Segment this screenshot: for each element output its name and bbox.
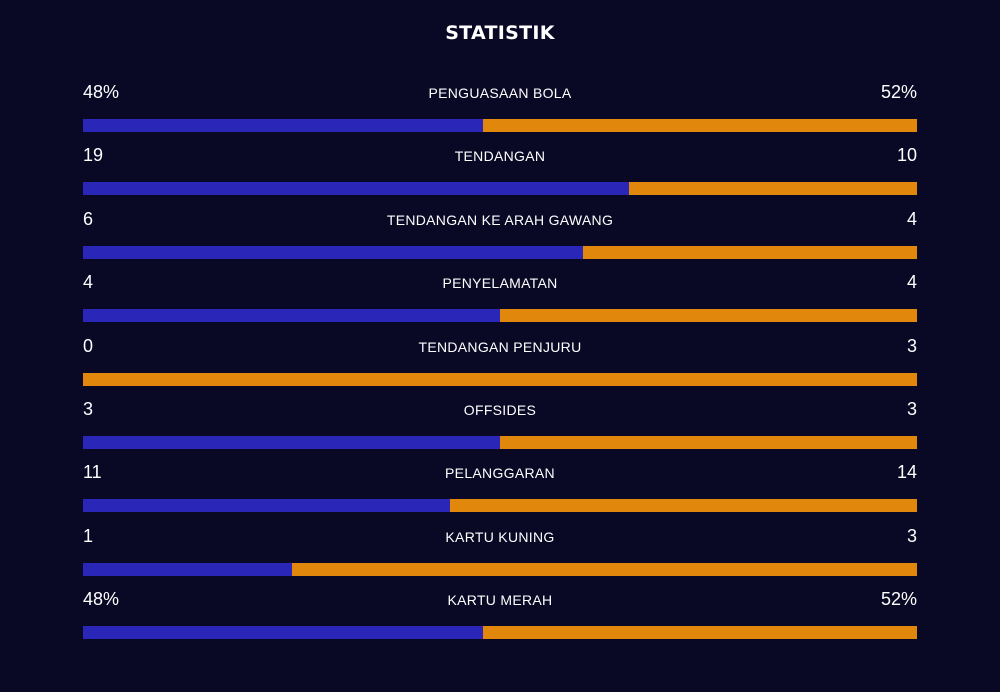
stat-bar-home [83,245,583,259]
page-title: STATISTIK [445,22,555,44]
stat-row-tendangan-ke-arah-gawang: 6 TENDANGAN KE ARAH GAWANG 4 [83,207,917,270]
stat-header: 3 OFFSIDES 3 [83,397,917,424]
stat-row-kartu-kuning: 1 KARTU KUNING 3 [83,524,917,587]
stat-home-value: 0 [83,335,94,356]
stat-label: TENDANGAN KE ARAH GAWANG [386,211,614,228]
stat-row-penyelamatan: 4 PENYELAMATAN 4 [83,270,917,333]
stat-bar-home [83,626,483,640]
stat-header: 4 PENYELAMATAN 4 [83,270,917,297]
stat-bar-away [83,372,917,386]
stat-home-value: 48% [83,82,120,102]
stats-list: 48% PENGUASAAN BOLA 52% 19 TENDANGAN 1 0 … [83,80,917,651]
stat-header: 1 KARTU KUNING 3 [83,524,917,551]
stat-away-value: 3 [906,525,917,546]
stat-row-penguasaan-bola: 48% PENGUASAAN BOLA 52% [83,80,917,143]
stat-row-offsides: 3 OFFSIDES 3 [83,397,917,460]
stat-bar-away [500,309,917,323]
stat-header: 19 TENDANGAN 10 [83,143,917,170]
stat-bar-home [83,499,450,513]
stat-bar-away [483,626,917,640]
stat-header: 0 TENDANGAN PENJURU 3 [83,334,917,361]
stat-bar-home [83,435,500,449]
stat-label: KARTU KUNING [445,528,555,545]
stat-home-value: 4 [83,272,94,293]
stat-label: TENDANGAN PENJURU [418,338,582,355]
stat-row-tendangan: 19 TENDANGAN 10 [83,143,917,206]
stat-away-value: 3 [906,398,917,419]
stat-home-value: 6 [83,208,94,229]
stat-home-value: 19 [83,145,104,166]
stat-bar-home [83,182,629,196]
stat-bar [83,309,917,323]
stat-bar-home [83,119,483,132]
stat-bar-away [292,562,917,576]
stat-label: PENYELAMATAN [442,275,558,292]
stat-bar-home [83,309,500,323]
stat-bar [83,435,917,449]
stat-bar-away [500,435,917,449]
stat-home-value: 11 [83,462,102,483]
stat-header: 48% PENGUASAAN BOLA 52% [83,80,917,107]
stat-home-value: 3 [83,398,94,419]
stat-header: 48% KARTU MERAH 52% [83,587,917,614]
stat-bar-home [83,562,292,576]
stat-label: PENGUASAAN BOLA [428,85,572,101]
stat-away-value: 4 [906,208,917,229]
stat-label: OFFSIDES [463,401,537,418]
stat-bar [83,245,917,259]
stat-bar [83,182,917,196]
stat-header: 11 PELANGGARAN 14 [83,460,917,487]
stat-away-value: 3 [906,335,917,356]
stat-away-value: 10 [896,145,917,166]
stat-label: PELANGGARAN [445,465,555,482]
stat-bar [83,372,917,386]
stat-row-pelanggaran: 11 PELANGGARAN 14 [83,460,917,523]
stat-row-kartu-merah: 48% KARTU MERAH 52% [83,587,917,650]
stat-away-value: 4 [906,272,917,293]
stat-away-value: 14 [896,462,917,483]
stat-home-value: 48% [83,589,120,610]
stat-bar [83,499,917,513]
stat-row-tendangan-penjuru: 0 TENDANGAN PENJURU 3 [83,334,917,397]
stat-bar-away [583,245,917,259]
stat-bar-away [629,182,917,196]
stat-away-value: 52% [880,82,917,102]
stat-bar-away [450,499,917,513]
stat-away-value: 52% [880,589,917,610]
stat-bar [83,626,917,640]
stat-home-value: 1 [83,525,94,546]
stat-header: 6 TENDANGAN KE ARAH GAWANG 4 [83,207,917,234]
stat-bar [83,562,917,576]
stat-label: KARTU MERAH [447,592,553,609]
stat-bar-away [483,119,917,132]
stat-bar [83,119,917,132]
stat-label: TENDANGAN [454,148,546,165]
